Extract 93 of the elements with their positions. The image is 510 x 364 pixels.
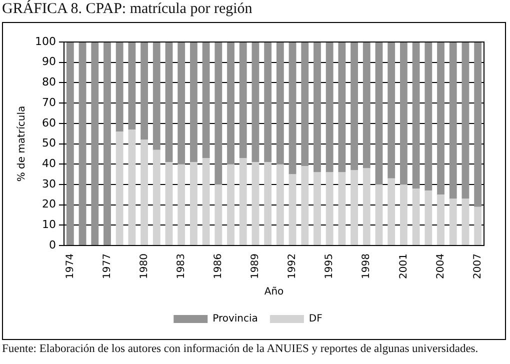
- x-tick-label: 1977: [102, 254, 113, 280]
- bar: [214, 184, 222, 246]
- bar: [449, 42, 457, 199]
- bar: [214, 42, 222, 184]
- bar: [350, 170, 358, 246]
- legend-label: Provincia: [212, 314, 258, 325]
- bar: [190, 162, 198, 246]
- bar: [227, 164, 234, 246]
- bar: [252, 42, 260, 162]
- bar: [314, 42, 321, 172]
- bar: [437, 194, 444, 246]
- bar: [202, 158, 210, 246]
- bar: [128, 130, 136, 246]
- x-tick-label: 1983: [176, 254, 187, 280]
- y-tick-label: 90: [42, 55, 56, 68]
- y-tick-label: 10: [42, 218, 56, 232]
- bar: [152, 42, 160, 150]
- bar: [301, 42, 309, 166]
- bar: [326, 42, 334, 172]
- bar: [437, 42, 444, 195]
- bar: [375, 184, 383, 246]
- bar: [128, 42, 136, 130]
- bar: [178, 42, 186, 164]
- x-tick-label: 1998: [361, 254, 372, 280]
- bar: [78, 42, 86, 246]
- x-tick-label: 1986: [213, 254, 224, 280]
- bar: [264, 162, 272, 246]
- bar: [276, 164, 284, 246]
- y-tick-label: 20: [42, 198, 56, 211]
- bar: [104, 42, 111, 246]
- bar: [288, 174, 296, 246]
- bar: [362, 168, 370, 246]
- bar: [412, 42, 420, 189]
- bar: [350, 42, 358, 170]
- x-tick-label: 1980: [138, 254, 150, 280]
- legend-label: DF: [308, 314, 323, 325]
- bar: [66, 42, 74, 246]
- bar: [202, 42, 210, 158]
- bar: [424, 42, 432, 191]
- x-tick-label: 2004: [435, 254, 446, 280]
- bar: [424, 190, 432, 246]
- bar: [152, 150, 160, 246]
- bar: [276, 42, 284, 164]
- bar: [400, 184, 408, 246]
- bar: [288, 42, 296, 174]
- bar: [301, 166, 309, 246]
- bar: [116, 42, 124, 132]
- x-tick-label: 2001: [398, 254, 410, 280]
- y-tick-label: 50: [42, 136, 56, 150]
- y-tick-label: 60: [42, 116, 56, 130]
- bar: [239, 42, 247, 158]
- bar: [388, 178, 396, 246]
- bar: [91, 42, 99, 246]
- y-tick-label: 100: [34, 34, 56, 48]
- x-axis-title: Año: [264, 286, 284, 298]
- y-axis-title: % de matrícula: [16, 106, 28, 182]
- bar: [140, 140, 148, 246]
- bar: [326, 172, 334, 246]
- y-tick-label: 70: [42, 96, 56, 109]
- x-tick-label: 1974: [64, 254, 76, 280]
- chart-title: GRÁFICA 8. CPAP: matrícula por región: [2, 1, 252, 18]
- y-tick-label: 40: [42, 156, 56, 170]
- x-tick-label: 1995: [324, 254, 336, 280]
- bar: [338, 172, 346, 246]
- bar: [400, 42, 408, 184]
- bar: [178, 164, 186, 246]
- bar: [116, 132, 124, 246]
- bar: [462, 198, 470, 246]
- bar: [462, 42, 470, 199]
- bar: [252, 162, 260, 246]
- source-note: Fuente: Elaboración de los autores con información de la ANUIES y reportes de algunas universidades.: [2, 343, 478, 355]
- x-tick-label: 1992: [287, 254, 298, 280]
- bar: [388, 42, 396, 178]
- bar: [264, 42, 272, 162]
- x-tick-label: 1989: [250, 254, 262, 280]
- y-tick-label: 80: [42, 76, 56, 89]
- bar: [165, 162, 173, 246]
- bar: [474, 206, 482, 246]
- bar: [227, 42, 234, 164]
- x-tick-label: 2007: [472, 254, 484, 280]
- bar: [165, 42, 173, 162]
- bar: [474, 42, 482, 207]
- bar: [412, 188, 420, 246]
- bar: [375, 42, 383, 184]
- bar: [190, 42, 198, 162]
- bar: [314, 172, 321, 246]
- bar: [239, 158, 247, 246]
- bar: [338, 42, 346, 172]
- bar: [140, 42, 148, 140]
- y-tick-label: 0: [48, 238, 56, 252]
- bar: [362, 42, 370, 168]
- y-tick-label: 30: [42, 177, 56, 190]
- bar: [449, 198, 457, 246]
